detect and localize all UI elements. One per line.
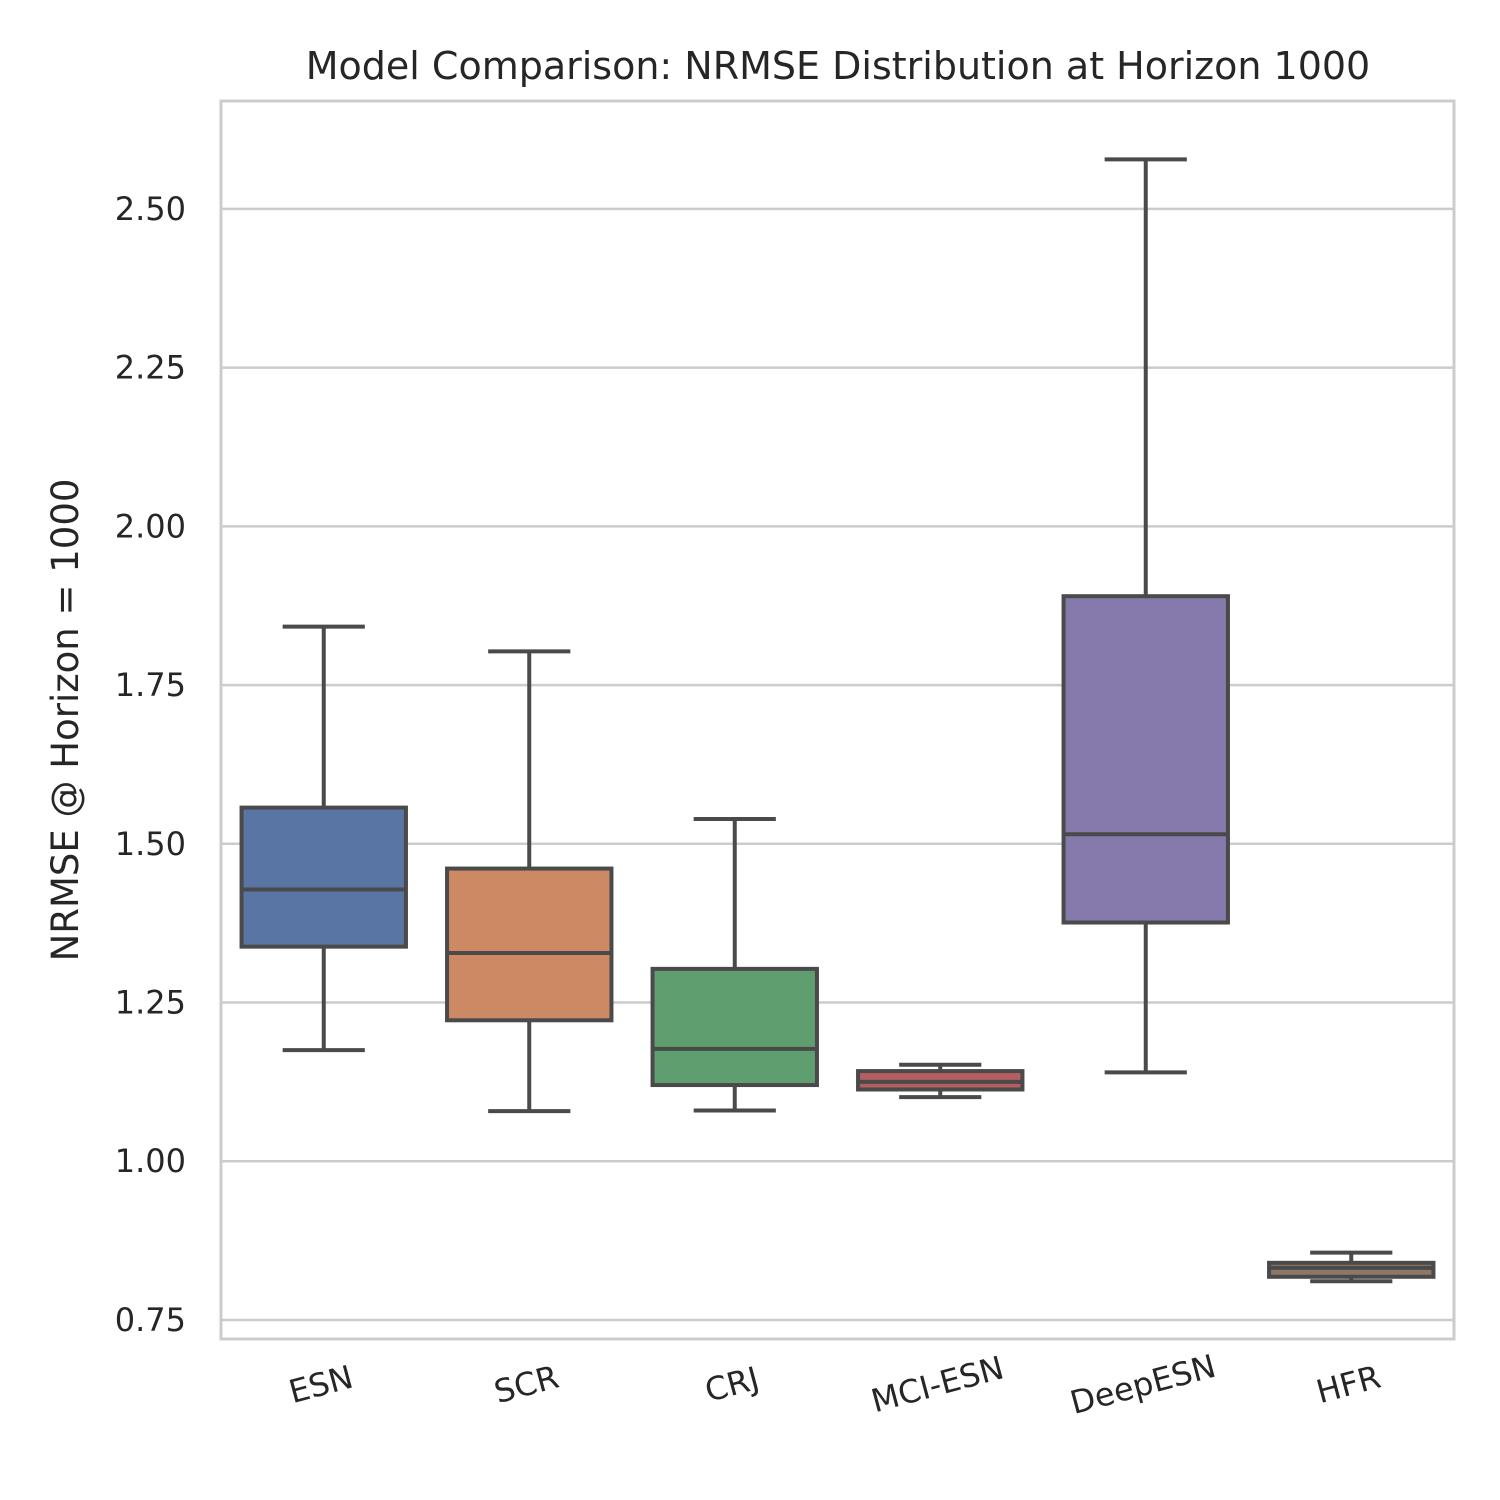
- grid-lines: [221, 207, 1454, 1322]
- box-group: [445, 649, 614, 1114]
- x-tick-label: ESN: [285, 1358, 357, 1411]
- y-tick-label: 0.75: [115, 1301, 186, 1339]
- y-tick-label: 1.00: [115, 1142, 186, 1180]
- y-tick-label: 1.50: [115, 825, 186, 863]
- box-iqr: [1061, 594, 1230, 925]
- x-tick-label: MCI-ESN: [867, 1348, 1008, 1420]
- y-tick-label: 2.50: [115, 190, 186, 228]
- y-axis-label: NRMSE @ Horizon = 1000: [44, 479, 87, 962]
- chart-title: Model Comparison: NRMSE Distribution at …: [306, 44, 1371, 88]
- y-tick-label: 1.25: [115, 984, 186, 1022]
- x-tick-labels: ESN SCR CRJ MCI-ESN DeepESN HFR: [285, 1347, 1385, 1422]
- plot-frame: [219, 99, 1456, 1341]
- x-tick-label: CRJ: [701, 1359, 763, 1410]
- box-group: [239, 624, 408, 1053]
- box-iqr: [239, 805, 408, 949]
- boxes: [239, 157, 1436, 1284]
- box-iqr: [445, 866, 614, 1023]
- y-tick-label: 2.00: [115, 507, 186, 545]
- y-tick-label: 1.75: [115, 666, 186, 704]
- box-group: [1267, 1250, 1436, 1284]
- y-tick-label: 2.25: [115, 349, 186, 387]
- box-group: [1061, 157, 1230, 1075]
- y-tick-labels: 0.75 1.00 1.25 1.50 1.75 2.00 2.25 2.50: [115, 190, 186, 1339]
- box-group: [650, 817, 819, 1113]
- x-tick-label: DeepESN: [1066, 1347, 1220, 1422]
- x-tick-label: SCR: [490, 1358, 563, 1412]
- box-group: [856, 1062, 1025, 1100]
- box-iqr: [650, 966, 819, 1088]
- x-tick-label: HFR: [1312, 1358, 1384, 1411]
